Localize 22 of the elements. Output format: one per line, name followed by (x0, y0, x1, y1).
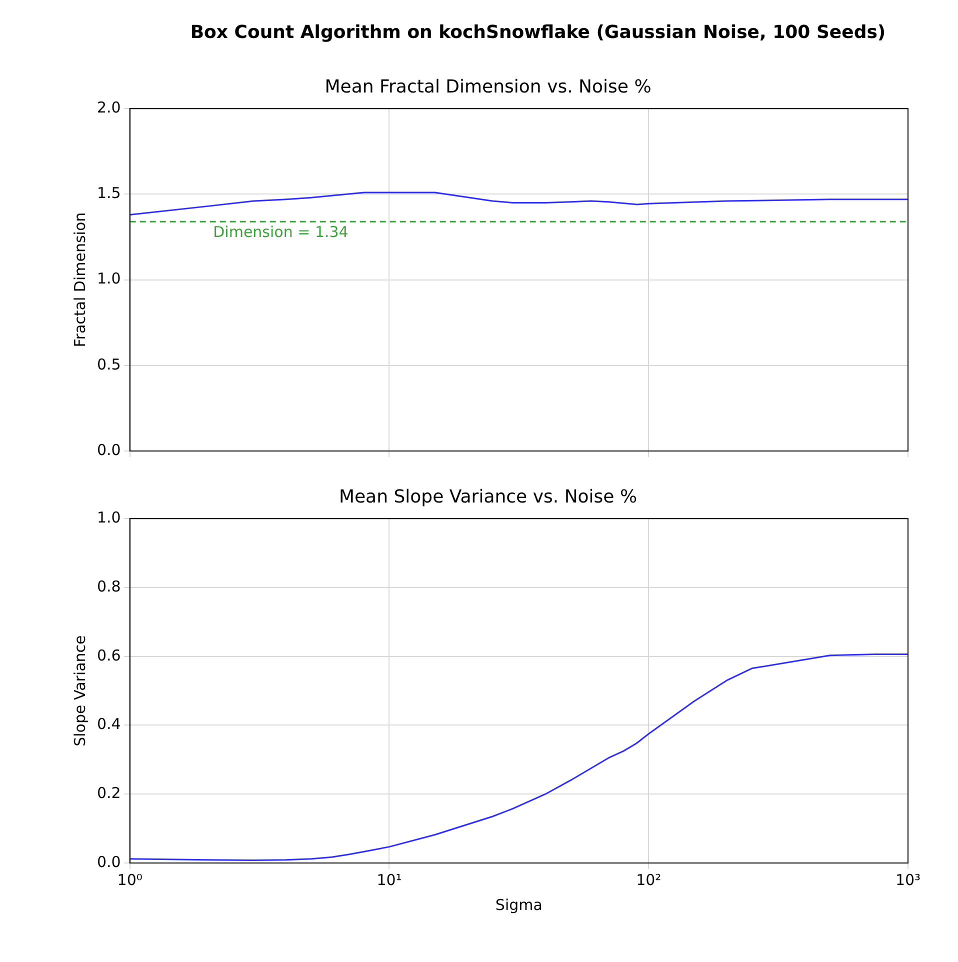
chart-title: Mean Slope Variance vs. Noise % (338, 486, 638, 508)
x-tick-label: 10² (636, 870, 662, 889)
y-tick-label: 0.0 (96, 852, 121, 871)
x-tick-label: 10³ (895, 870, 921, 889)
x-tick-label: 10⁰ (117, 870, 142, 889)
y-axis-title: Fractal Dimension (70, 212, 89, 348)
chart-title: Box Count Algorithm on kochSnowflake (Gaussian Noise, 100 Seeds) (189, 21, 887, 45)
y-tick-label: 0.5 (96, 355, 121, 374)
y-tick-label: 1.0 (96, 508, 121, 526)
x-axis-title: Sigma (495, 896, 542, 914)
chart-subtitle: Mean Fractal Dimension vs. Noise % (324, 76, 652, 98)
y-axis-title: Slope Variance (70, 635, 89, 746)
y-tick-label: 0.6 (96, 646, 121, 664)
y-tick-label: 0.0 (96, 440, 121, 459)
y-tick-label: 0.8 (96, 577, 121, 596)
x-tick-label: 10¹ (376, 870, 402, 889)
y-tick-label: 1.5 (96, 184, 121, 202)
y-tick-label: 1.0 (96, 270, 121, 288)
y-tick-label: 0.2 (96, 784, 121, 802)
y-tick-label: 2.0 (96, 98, 121, 116)
ref-line-label: Dimension = 1.34 (213, 222, 348, 241)
y-tick-label: 0.4 (96, 715, 121, 734)
